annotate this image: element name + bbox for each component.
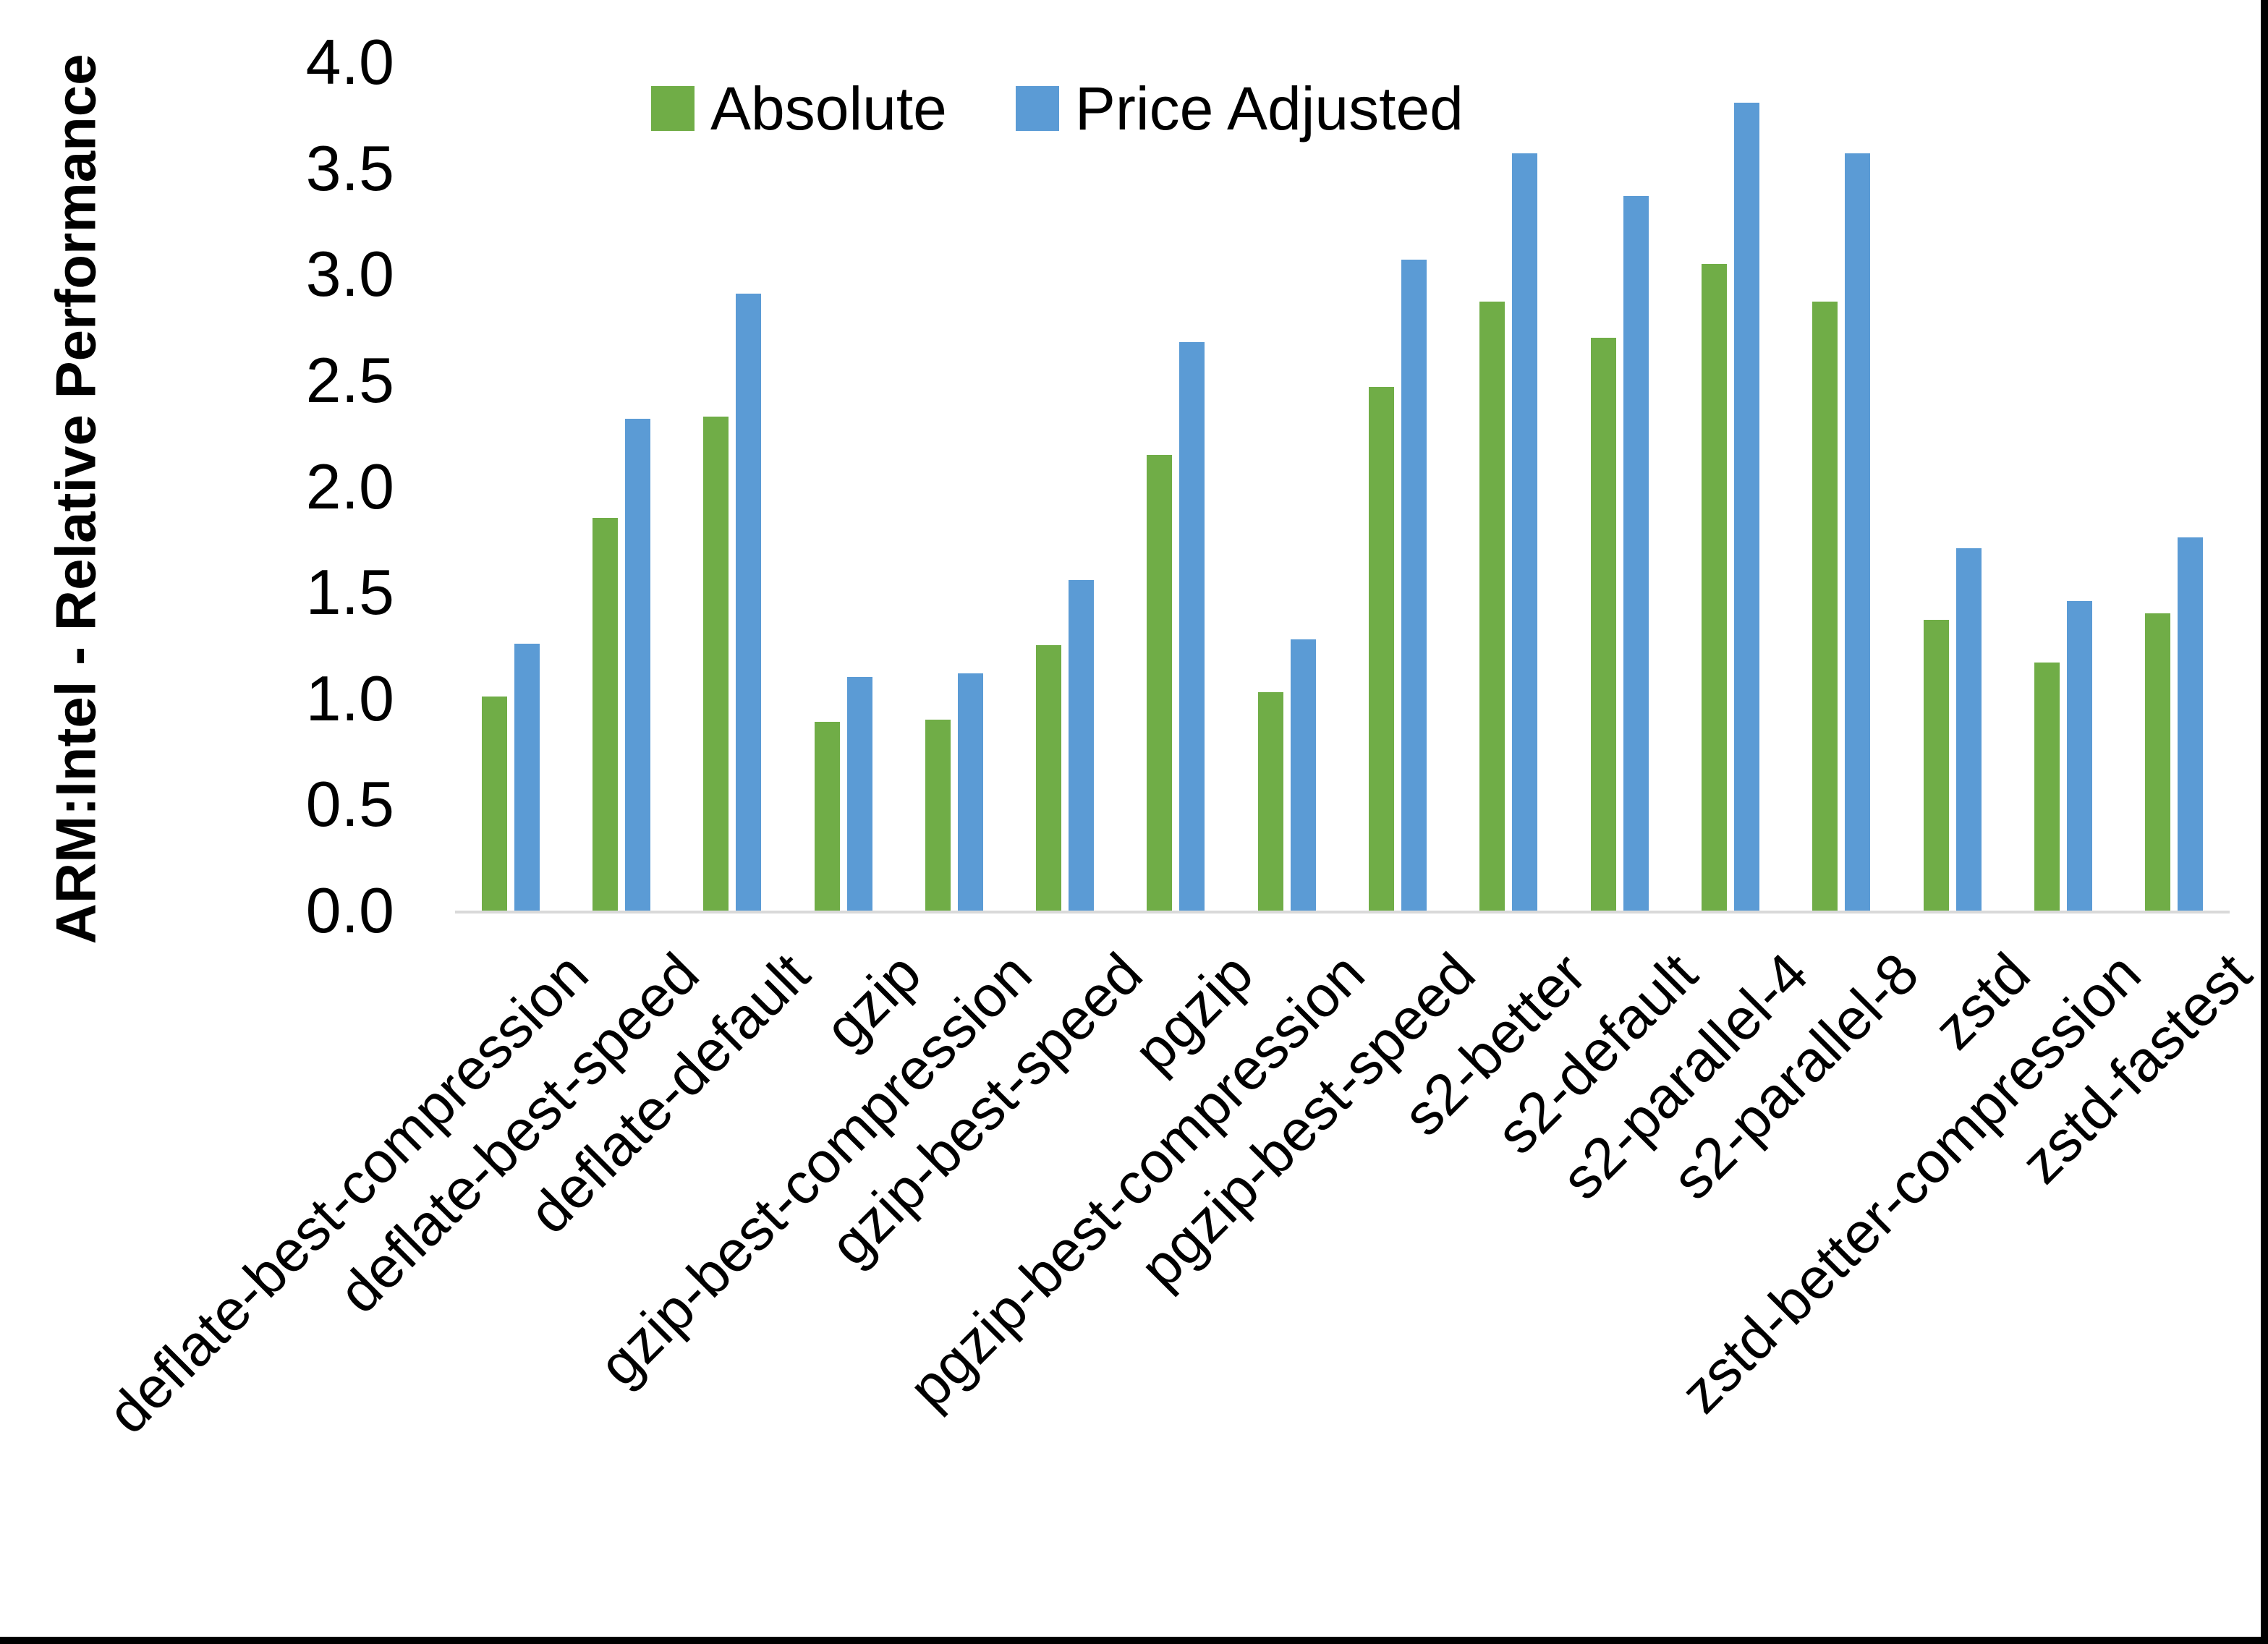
bar-absolute-s2-better (1479, 302, 1505, 911)
bar-absolute-s2-parallel-8 (1812, 302, 1838, 911)
y-axis-tick-label: 0.5 (305, 768, 394, 840)
bar-price-adjusted-deflate-best-speed (625, 419, 650, 911)
bar-absolute-pgzip (1147, 455, 1172, 911)
bar-price-adjusted-zstd-better-compression (2067, 601, 2092, 911)
bar-absolute-gzip (815, 722, 840, 911)
legend-label: Price Adjusted (1074, 74, 1464, 142)
bar-price-adjusted-s2-parallel-4 (1734, 103, 1759, 911)
y-axis-tick-label: 1.0 (305, 662, 394, 734)
bar-absolute-zstd-better-compression (2034, 663, 2060, 911)
bar-price-adjusted-s2-parallel-8 (1845, 153, 1870, 911)
bar-absolute-zstd-fastest (2145, 613, 2170, 911)
bar-price-adjusted-deflate-best-compression (514, 644, 540, 911)
legend-swatch (651, 86, 695, 131)
bar-absolute-deflate-default (703, 417, 729, 911)
bar-absolute-gzip-best-compression (925, 720, 951, 911)
bar-price-adjusted-s2-default (1623, 196, 1649, 911)
bar-absolute-zstd (1924, 620, 1949, 911)
bar-price-adjusted-pgzip (1179, 342, 1205, 911)
y-axis-tick-label: 2.5 (305, 344, 394, 416)
bar-absolute-deflate-best-compression (482, 697, 507, 911)
legend-item-absolute: Absolute (651, 72, 947, 145)
bar-price-adjusted-s2-better (1512, 153, 1537, 911)
x-axis-line (455, 911, 2230, 913)
bar-price-adjusted-zstd-fastest (2178, 537, 2203, 911)
bar-absolute-pgzip-best-speed (1369, 387, 1394, 911)
bar-absolute-pgzip-best-compression (1258, 692, 1283, 911)
bar-absolute-gzip-best-speed (1036, 645, 1061, 911)
bar-price-adjusted-gzip-best-compression (958, 673, 983, 911)
bar-price-adjusted-deflate-default (736, 294, 761, 911)
y-axis-tick-label: 1.5 (305, 556, 394, 629)
legend-item-price-adjusted: Price Adjusted (1015, 72, 1464, 145)
bar-absolute-s2-default (1591, 338, 1616, 911)
bar-price-adjusted-zstd (1956, 548, 1982, 911)
y-axis-tick-label: 0.0 (305, 874, 394, 946)
y-axis-tick-label: 2.0 (305, 450, 394, 522)
bar-absolute-deflate-best-speed (593, 518, 618, 911)
bar-price-adjusted-pgzip-best-speed (1401, 260, 1427, 911)
y-axis-tick-label: 3.5 (305, 132, 394, 204)
bar-price-adjusted-gzip-best-speed (1069, 580, 1094, 911)
bar-price-adjusted-pgzip-best-compression (1291, 639, 1316, 911)
bar-price-adjusted-gzip (847, 677, 872, 911)
bar-absolute-s2-parallel-4 (1702, 264, 1727, 911)
y-axis-tick-label: 4.0 (305, 26, 394, 98)
legend: Absolute Price Adjusted (651, 72, 1464, 145)
legend-label: Absolute (710, 74, 947, 142)
y-axis-tick-label: 3.0 (305, 238, 394, 310)
legend-swatch (1015, 86, 1059, 131)
